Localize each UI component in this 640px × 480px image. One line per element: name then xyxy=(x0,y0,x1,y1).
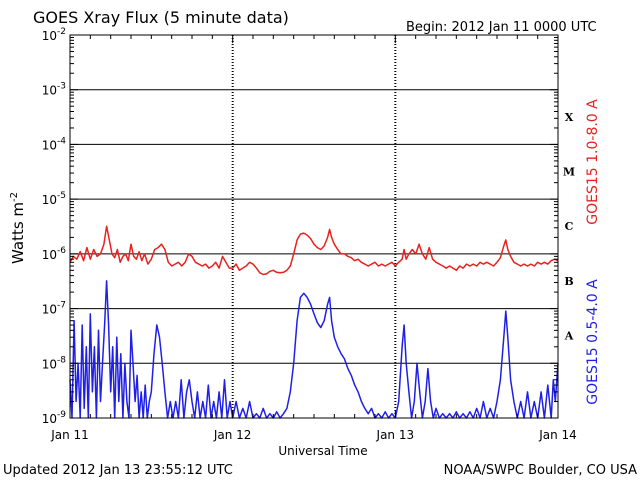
y-tick-label-exponent: -6 xyxy=(57,246,66,256)
y-tick-label: 10-2 xyxy=(42,27,66,43)
flare-class-label: B xyxy=(564,275,573,288)
y-tick-label: 10-8 xyxy=(42,355,67,371)
y-tick-label-base: 10 xyxy=(42,412,57,426)
y-axis-label: Watts m-2 xyxy=(9,192,27,264)
x-tick-label: Jan 12 xyxy=(213,428,252,442)
y-tick-label-base: 10 xyxy=(42,303,57,317)
legend-item: GOES15 0.5-4.0 A xyxy=(585,279,601,405)
y-tick-label: 10-4 xyxy=(42,136,67,152)
y-tick-label-base: 10 xyxy=(42,84,57,98)
x-tick-label: Jan 13 xyxy=(376,428,415,442)
y-tick-label-base: 10 xyxy=(42,193,57,207)
y-tick-label-exponent: -3 xyxy=(57,82,66,92)
credit-label: NOAA/SWPC Boulder, CO USA xyxy=(444,463,637,478)
y-tick-label-exponent: -9 xyxy=(57,410,66,420)
y-tick-label-exponent: -2 xyxy=(57,27,66,37)
series-layer xyxy=(69,225,559,419)
series-line-short xyxy=(69,280,559,419)
y-tick-label-base: 10 xyxy=(42,138,57,152)
x-tick-label: Jan 11 xyxy=(50,428,89,442)
y-tick-label-base: 10 xyxy=(42,357,57,371)
series-line-long xyxy=(69,225,559,276)
y-tick-label-exponent: -7 xyxy=(57,301,66,311)
flare-class-label: X xyxy=(565,111,574,124)
y-tick-label-base: 10 xyxy=(42,29,57,43)
y-axis-label-group: Watts m-2 xyxy=(9,192,27,264)
legend-layer: GOES15 1.0-8.0 A GOES15 0.5-4.0 A xyxy=(585,99,601,405)
legend-label: GOES15 1.0-8.0 A xyxy=(585,99,601,225)
updated-timestamp: Updated 2012 Jan 13 23:55:12 UTC xyxy=(3,463,233,478)
flare-class-label: M xyxy=(563,166,575,179)
legend-label: GOES15 0.5-4.0 A xyxy=(585,279,601,405)
y-tick-label: 10-6 xyxy=(42,246,67,262)
y-tick-label-exponent: -8 xyxy=(57,355,66,365)
y-tick-label-base: 10 xyxy=(42,248,57,262)
y-tick-label: 10-9 xyxy=(42,410,67,426)
x-axis-label: Universal Time xyxy=(278,444,367,458)
y-tick-label: 10-5 xyxy=(42,191,66,207)
flare-class-label: A xyxy=(564,330,574,343)
y-axis-label-superscript: -2 xyxy=(9,192,20,202)
flare-class-label: C xyxy=(565,220,574,233)
chart-title: GOES Xray Flux (5 minute data) xyxy=(33,8,289,27)
y-tick-label-exponent: -4 xyxy=(57,136,66,146)
y-tick-label: 10-3 xyxy=(42,82,66,98)
legend-item: GOES15 1.0-8.0 A xyxy=(585,99,601,225)
y-tick-label-exponent: -5 xyxy=(57,191,66,201)
x-tick-label: Jan 14 xyxy=(538,428,577,442)
begin-label: Begin: 2012 Jan 11 0000 UTC xyxy=(406,20,597,35)
y-tick-label: 10-7 xyxy=(42,301,66,317)
y-axis-label-text: Watts m xyxy=(9,202,27,264)
